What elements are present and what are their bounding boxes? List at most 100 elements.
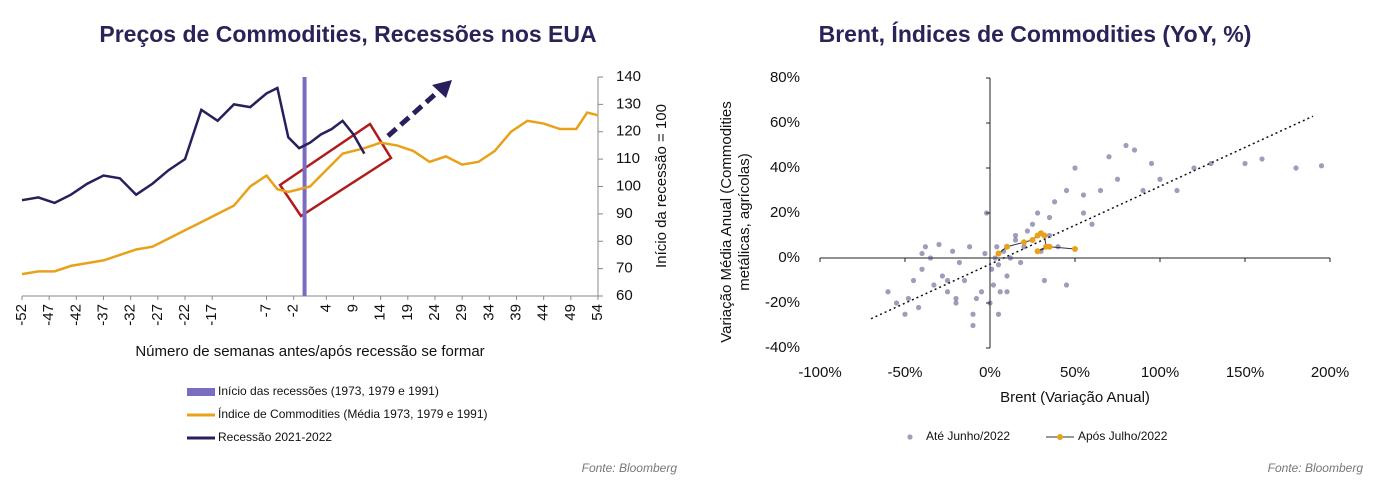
scatter-point [1041,277,1047,284]
scatter-point [936,241,942,248]
y-tick-label: 90 [616,205,633,222]
scatter-point [922,244,929,250]
scatter-point [931,282,937,288]
x-tick-label: 24 [426,304,443,321]
scatter-point [944,289,951,295]
x-tick-label: -50% [887,364,922,381]
scatter-point [1072,165,1078,171]
y-tick-label: 40% [770,159,800,176]
chart-title: Preços de Commodities, Recessões nos EUA [99,21,596,47]
legend-swatch [1057,434,1063,440]
legend-swatch [907,434,913,440]
scatter-point [1021,244,1027,250]
x-tick-label: -42 [67,304,84,326]
scatter-point [1029,221,1036,227]
y-tick-label: 60 [616,287,633,304]
y-tick-label: 130 [616,95,641,112]
scatter-point [1012,237,1019,243]
source: Fonte: Bloomberg [1268,461,1364,475]
scatter-point [970,322,976,329]
scatter-point [989,266,995,272]
scatter-point [1208,160,1214,167]
scatter-point [919,250,925,257]
scatter-point [927,255,934,261]
scatter-point [1097,187,1104,194]
scatter-point [992,255,998,261]
x-tick-label: 29 [453,304,470,321]
scatter-point [1012,232,1019,239]
y-tick-label: 140 [616,68,641,85]
x-tick-label: 19 [399,304,416,321]
scatter-point [1046,232,1053,239]
scatter-point [1055,244,1061,250]
y-tick-label: 80 [616,232,633,249]
legend-label: Início das recessões (1973, 1979 e 1991) [218,384,439,398]
x-tick-label: -100% [798,364,841,381]
x-tick-label: -17 [203,304,220,326]
y-tick-label: 120 [616,123,641,140]
x-tick-label: -32 [122,304,139,326]
legend-label: Após Julho/2022 [1078,429,1168,443]
x-tick-label: 39 [507,304,524,321]
scatter-point [902,311,908,317]
scatter-point [916,304,922,311]
scatter-point [1024,228,1030,234]
scatter-point [997,289,1003,295]
scatter-point [1029,237,1036,243]
scatter-point [1063,187,1070,194]
scatter-point [1034,248,1041,255]
trend-line [870,115,1314,320]
y-tick-label: 0% [778,249,800,266]
scatter-point [973,295,980,302]
source: Fonte: Bloomberg [582,461,678,475]
scatter-point [987,300,993,306]
scatter-point [995,262,1002,268]
scatter-point [1174,187,1180,194]
y-tick-label: 80% [770,69,800,86]
x-tick-label: 150% [1226,364,1264,381]
scatter-point [1140,187,1146,194]
scatter-point [990,282,997,288]
scatter-point [1318,163,1325,169]
scatter-point [885,289,891,295]
legend-label: Recessão 2021-2022 [218,430,332,444]
scatter-point [1035,210,1041,216]
scatter-point [956,259,963,266]
scatter-point [1072,246,1078,252]
scatter-point [1021,239,1027,246]
x-tick-label: -27 [149,304,166,326]
scatter-point [1293,165,1299,171]
scatter-point [1046,243,1053,250]
scatter-point [893,300,900,306]
scatter-point [984,210,990,216]
scatter-point [905,295,912,302]
y-tick-label: -40% [765,339,800,356]
scatter-point [1242,160,1248,167]
legend-label: Até Junho/2022 [926,429,1010,443]
scatter-point [1114,176,1121,182]
scatter-point [950,248,956,254]
x-tick-label: 49 [562,304,579,321]
scatter-point [1106,154,1112,160]
x-axis-label: Número de semanas antes/após recessão se… [135,343,484,360]
y-tick-label: -20% [765,294,800,311]
x-tick-label: 200% [1311,364,1349,381]
series-line [21,86,366,205]
arrow-head [432,80,452,98]
scatter-point [995,250,1002,257]
series-line [21,111,599,276]
scatter-point [967,244,973,250]
scatter-point [995,311,1002,317]
scatter-point [1052,199,1058,205]
scatter-point [1041,232,1048,239]
x-tick-label: 14 [372,304,389,321]
x-tick-label: 0% [979,364,1001,381]
scatter-point [1191,165,1197,171]
scatter-point [994,244,1000,250]
x-tick-label: 100% [1141,364,1179,381]
scatter-point [1089,221,1095,227]
x-axis-label: Brent (Variação Anual) [1000,389,1150,406]
x-tick-label: 4 [317,304,334,312]
scatter-point [1007,255,1014,261]
scatter-point [1063,282,1070,288]
